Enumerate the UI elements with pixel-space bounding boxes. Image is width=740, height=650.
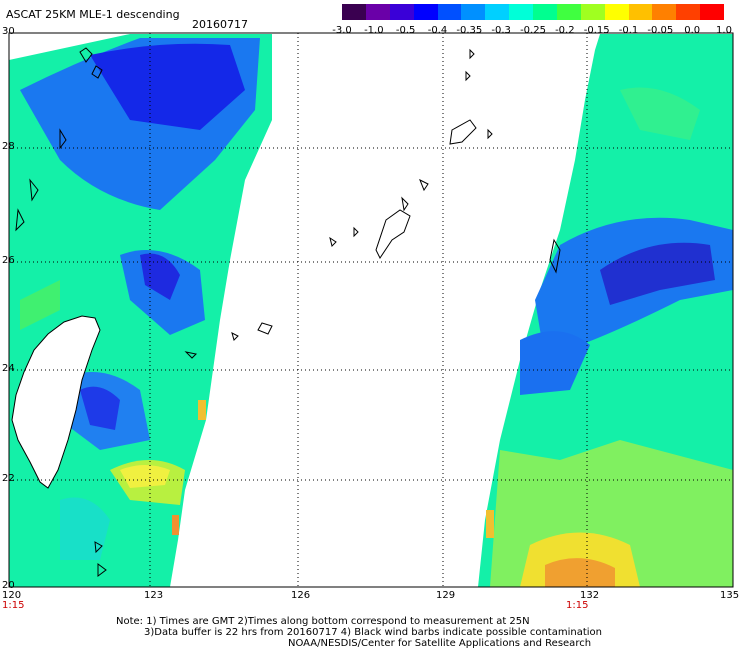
y-tick-label: 20 <box>2 580 15 591</box>
map-date: 20160717 <box>192 18 248 31</box>
y-tick-label: 28 <box>2 141 15 152</box>
colorbar-swatch <box>342 4 366 20</box>
x-tick-label: 132 <box>580 590 600 601</box>
note-line-3: NOAA/NESDIS/Center for Satellite Applica… <box>288 638 592 649</box>
colorbar-label: -3.0 <box>332 25 352 36</box>
colorbar-swatch <box>365 4 390 20</box>
colorbar-label: 1.0 <box>716 25 732 36</box>
x-tick-label: 126 <box>291 590 311 601</box>
colorbar-label: -0.4 <box>427 25 448 36</box>
colorbar-label: -0.1 <box>618 25 639 36</box>
colorbar-labels: -3.0 -1.0 -0.5 -0.4 -0.35 -0.3 -0.25 -0.2 -0.15-… <box>330 25 732 37</box>
note-line-2: 3)Data buffer is 22 hrs from 20160717 4)… <box>144 627 602 638</box>
x-tick-label: 123 <box>144 590 164 601</box>
colorbar-label: -1.0 <box>364 25 384 36</box>
colorbar-swatch <box>676 4 701 20</box>
x-tick-label: 135 <box>720 590 740 601</box>
colorbar-swatch <box>413 4 438 20</box>
colorbar-swatch <box>437 4 462 20</box>
colorbar <box>342 4 724 20</box>
note-line-1: Note: 1) Times are GMT 2)Times along bot… <box>116 616 530 627</box>
east-swath <box>478 34 733 587</box>
map-title: ASCAT 25KM MLE-1 descending <box>6 8 180 21</box>
colorbar-label: -0.3 <box>491 25 511 36</box>
x-tick-label: 120 <box>2 590 22 601</box>
colorbar-swatch <box>580 4 605 20</box>
time-label: 1:15 <box>2 600 25 611</box>
x-tick-label: 129 <box>436 590 456 601</box>
colorbar-swatch <box>556 4 581 20</box>
colorbar-label: -0.35 <box>456 25 483 36</box>
islands <box>15 47 561 577</box>
colorbar-swatch <box>389 4 414 20</box>
colorbar-swatch <box>652 4 677 20</box>
colorbar-swatch <box>461 4 486 20</box>
colorbar-swatch <box>700 4 724 20</box>
colorbar-swatch <box>509 4 533 20</box>
y-tick-label: 30 <box>2 26 15 37</box>
colorbar-swatch <box>604 4 629 20</box>
colorbar-label: -0.5 <box>395 25 416 36</box>
colorbar-swatch <box>485 4 510 20</box>
colorbar-swatch <box>628 4 653 20</box>
colorbar-label: 0.0 <box>684 25 701 36</box>
colorbar-label: -0.15 <box>583 25 610 36</box>
y-tick-label: 22 <box>2 473 15 484</box>
colorbar-label: -0.25 <box>520 25 546 36</box>
colorbar-swatch <box>533 4 557 20</box>
time-label: 1:15 <box>566 600 589 611</box>
y-tick-label: 24 <box>2 363 15 374</box>
y-tick-label: 26 <box>2 255 15 266</box>
taiwan-land <box>11 315 101 489</box>
west-swath <box>9 34 272 587</box>
colorbar-label: -0.05 <box>647 25 674 36</box>
colorbar-label: -0.2 <box>555 25 575 36</box>
